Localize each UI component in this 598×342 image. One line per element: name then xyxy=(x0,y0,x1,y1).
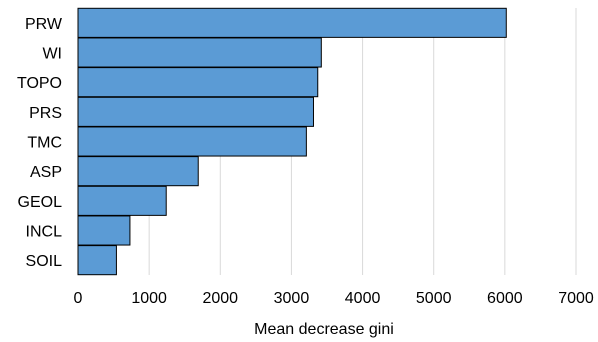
category-label-asp: ASP xyxy=(30,164,62,181)
bar-wi xyxy=(77,37,322,68)
category-label-soil: SOIL xyxy=(26,253,63,270)
x-tick-label: 0 xyxy=(74,290,83,307)
bar-soil xyxy=(77,245,117,276)
bar-prw xyxy=(77,7,507,38)
bars xyxy=(77,7,507,276)
x-tick-label: 3000 xyxy=(274,290,310,307)
category-label-topo: TOPO xyxy=(17,75,62,92)
x-tick-label: 2000 xyxy=(202,290,238,307)
category-label-prw: PRW xyxy=(25,16,63,33)
x-tick-label: 5000 xyxy=(416,290,452,307)
bar-tmc xyxy=(77,126,307,157)
category-label-incl: INCL xyxy=(26,224,63,241)
category-label-tmc: TMC xyxy=(27,135,62,152)
category-label-wi: WI xyxy=(42,46,62,63)
category-label-prs: PRS xyxy=(29,105,62,122)
bar-incl xyxy=(77,215,131,246)
category-labels: PRW WI TOPO PRS TMC ASP GEOL INCL SOIL xyxy=(17,16,63,270)
x-tick-label: 4000 xyxy=(345,290,381,307)
x-tick-label: 6000 xyxy=(487,290,523,307)
bar-prs xyxy=(77,96,314,127)
bar-topo xyxy=(77,67,319,98)
x-tick-label: 7000 xyxy=(558,290,594,307)
category-label-geol: GEOL xyxy=(18,194,63,211)
x-tick-label: 1000 xyxy=(131,290,167,307)
x-tick-labels: 0 1000 2000 3000 4000 5000 6000 7000 xyxy=(74,290,594,307)
bar-asp xyxy=(77,156,199,187)
bar-geol xyxy=(77,185,167,216)
x-axis-title: Mean decrease gini xyxy=(254,321,394,338)
